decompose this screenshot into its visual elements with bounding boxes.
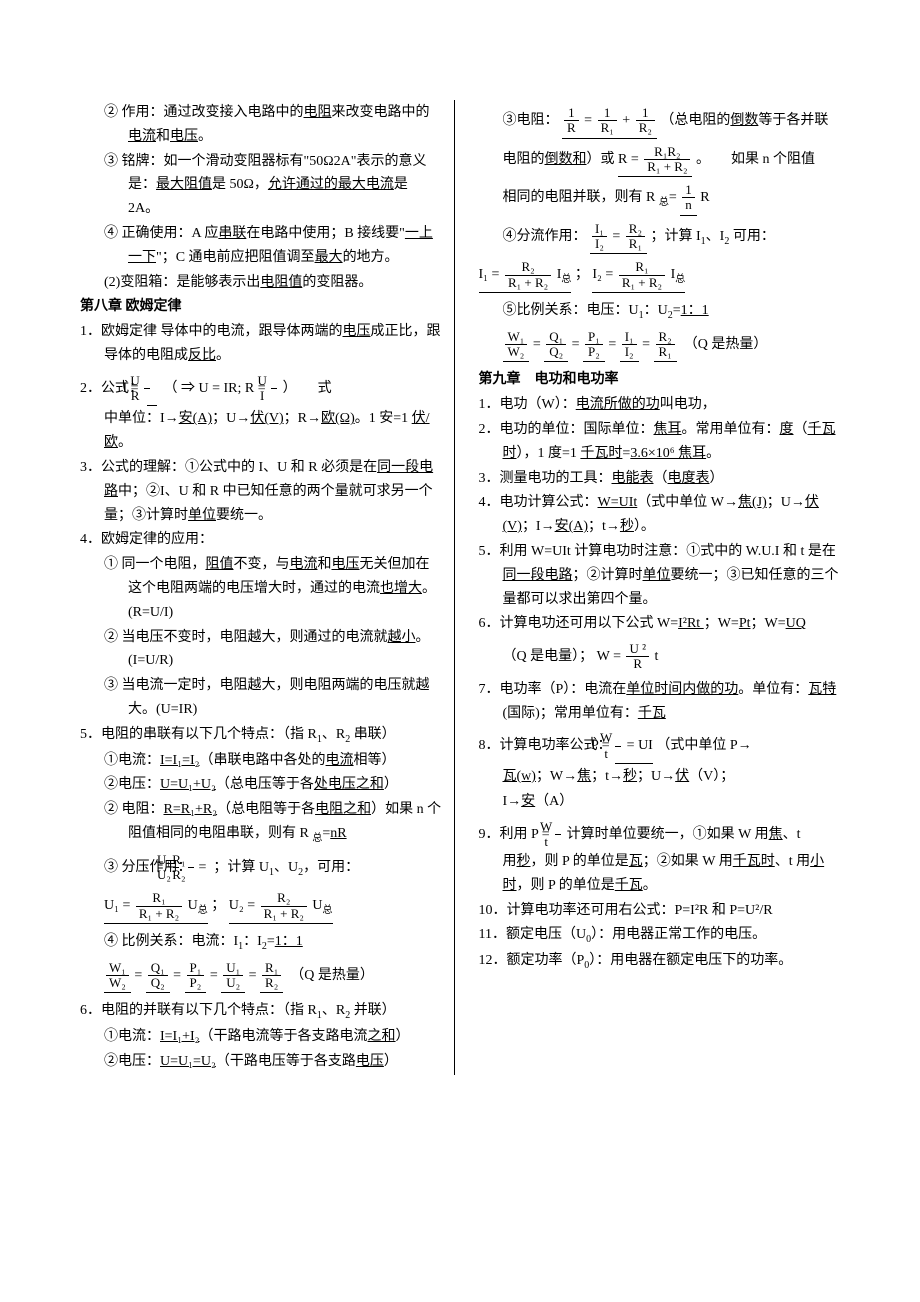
para-series-u: ②电压：U=U₁+U₂（总电压等于各处电压之和） bbox=[80, 773, 442, 797]
para-parallel-r2: 电阻的倒数和）或 R = R₁R₂R₁ + R₂ 。 如果 n 个阻值 bbox=[479, 145, 841, 178]
para-ohm-formula: 2．公式： I = UR （ ⇒ U = IR; R = UI ） 式 bbox=[80, 374, 442, 407]
para-series-ratio: ④ 比例关系：电流：I1：I2=1：1 bbox=[80, 930, 442, 955]
para-ohm-units: 中单位：I→安(A)；U→伏(V)；R→欧(Ω)。1 安=1 伏/欧。 bbox=[80, 407, 442, 455]
para-resistance-box: (2)变阻箱：是能够表示出电阻值的变阻器。 bbox=[80, 271, 442, 295]
para-apply-2: ② 当电压不变时，电阻越大，则通过的电流就越小。(I=U/R) bbox=[80, 626, 442, 674]
para-rheostat-function: ② 作用：通过改变接入电路中的电阻来改变电路中的电流和电压。 bbox=[80, 101, 442, 149]
para-parallel-u: ②电压：U=U₁=U₂（干路电压等于各支路电压） bbox=[80, 1050, 442, 1074]
para-work-alt: 6．计算电功还可用以下公式 W=I²Rt ；W=Pt；W=UQ bbox=[479, 612, 841, 636]
para-work: 1．电功（W）：电流所做的功叫电功， bbox=[479, 393, 841, 417]
para-nameplate: ③ 铭牌：如一个滑动变阻器标有"50Ω2A"表示的意义是：最大阻值是 50Ω，允… bbox=[80, 150, 442, 221]
eq-series-ratios: W₁W₂ = Q₁Q₂ = P₁P₂ = U₁U₂ = R₁R₂ （Q 是热量） bbox=[80, 961, 442, 994]
para-series-i: ①电流：I=I₁=I₂（串联电路中各处的电流相等） bbox=[80, 749, 442, 773]
para-rated-p: 12．额定功率（P0）：用电器在额定电压下的功率。 bbox=[479, 949, 841, 974]
left-column: ② 作用：通过改变接入电路中的电阻来改变电路中的电流和电压。 ③ 铭牌：如一个滑… bbox=[80, 100, 455, 1075]
heading-ch8: 第八章 欧姆定律 bbox=[80, 295, 442, 319]
para-work-alt2: （Q 是电量）； W = U ²R t bbox=[479, 642, 841, 672]
para-power-alt: 10．计算电功率还可用右公式：P=I²R 和 P=U²/R bbox=[479, 899, 841, 923]
para-parallel: 6．电阻的并联有以下几个特点：（指 R1、R2 并联） bbox=[80, 999, 442, 1024]
para-series-divide: ③ 分压作用： U₁U₂ = R₁R₂ ；计算 U1、U2，可用： bbox=[80, 853, 442, 886]
para-parallel-ratio: ⑤比例关系：电压：U1：U2=1：1 bbox=[479, 299, 841, 324]
para-parallel-divide: ④分流作用： I₁I₂ = R₂R₁ ；计算 I1、I2 可用： bbox=[479, 222, 841, 255]
eq-parallel-ratios: W₁W₂ = Q₁Q₂ = P₁P₂ = I₁I₂ = R₂R₁ （Q 是热量） bbox=[479, 330, 841, 363]
para-series-r: ② 电阻：R=R₁+R₂（总电阻等于各电阻之和）如果 n 个阻值相同的电阻串联，… bbox=[80, 798, 442, 847]
para-parallel-i: ①电流：I=I₁+I₂（干路电流等于各支路电流之和） bbox=[80, 1025, 442, 1049]
right-column: ③电阻： 1R = 1R₁ + 1R₂ （总电阻的倒数等于各并联 电阻的倒数和）… bbox=[477, 100, 841, 1075]
para-apply-1: ① 同一个电阻，阻值不变，与电流和电压无关但加在这个电阻两端的电压增大时，通过的… bbox=[80, 553, 442, 624]
para-power-notes: 9．利用 P = Wt 计算时单位要统一，①如果 W 用焦、t bbox=[479, 820, 841, 850]
eq-parallel-i1i2: I₁ = R₂R₁ + R₂ I总 ； I₂ = R₁R₁ + R₂ I总 bbox=[479, 260, 841, 293]
para-series: 5．电阻的串联有以下几个特点：（指 R1、R2 串联） bbox=[80, 723, 442, 748]
para-work-unit: 2．电功的单位：国际单位：焦耳。常用单位有：度（千瓦时），1 度=1 千瓦时=3… bbox=[479, 418, 841, 466]
para-parallel-r3: 相同的电阻并联，则有 R 总= 1n R bbox=[479, 183, 841, 216]
para-power-units2: I→安（A） bbox=[479, 790, 841, 814]
para-correct-use: ④ 正确使用：A 应串联在电路中使用；B 接线要"一上一下"；C 通电前应把阻值… bbox=[80, 222, 442, 270]
para-formula-understand: 3．公式的理解：①公式中的 I、U 和 R 必须是在同一段电路中；②I、U 和 … bbox=[80, 456, 442, 527]
para-work-notes: 5．利用 W=UIt 计算电功时注意：①式中的 W.U.I 和 t 是在同一段电… bbox=[479, 540, 841, 611]
para-ohm-law: 1．欧姆定律 导体中的电流，跟导体两端的电压成正比，跟导体的电阻成反比。 bbox=[80, 320, 442, 368]
para-work-tool: 3．测量电功的工具：电能表（电度表） bbox=[479, 467, 841, 491]
para-power-units: 瓦(w)；W→焦；t→秒；U→伏（V）； bbox=[479, 765, 841, 789]
para-rated-v: 11．额定电压（U0）：用电器正常工作的电压。 bbox=[479, 923, 841, 948]
heading-ch9: 第九章 电功和电功率 bbox=[479, 368, 841, 392]
para-parallel-r: ③电阻： 1R = 1R₁ + 1R₂ （总电阻的倒数等于各并联 bbox=[479, 106, 841, 139]
para-work-formula: 4．电功计算公式：W=UIt（式中单位 W→焦(J)；U→伏(V)；I→安(A)… bbox=[479, 491, 841, 539]
para-power-notes2: 用秒，则 P 的单位是瓦；②如果 W 用千瓦时、t 用小时，则 P 的单位是千瓦… bbox=[479, 850, 841, 898]
para-apply-3: ③ 当电流一定时，电阻越大，则电阻两端的电压就越大。(U=IR) bbox=[80, 674, 442, 722]
eq-series-u1u2: U₁ = R₁R₁ + R₂ U总 ； U₂ = R₂R₁ + R₂ U总 bbox=[80, 891, 442, 924]
para-power-formula: 8．计算电功率公式： P = Wt = UI （式中单位 P→ bbox=[479, 731, 841, 764]
para-power: 7．电功率（P）：电流在单位时间内做的功。单位有：瓦特(国际)；常用单位有：千瓦 bbox=[479, 678, 841, 726]
para-ohm-apply: 4．欧姆定律的应用： bbox=[80, 528, 442, 552]
